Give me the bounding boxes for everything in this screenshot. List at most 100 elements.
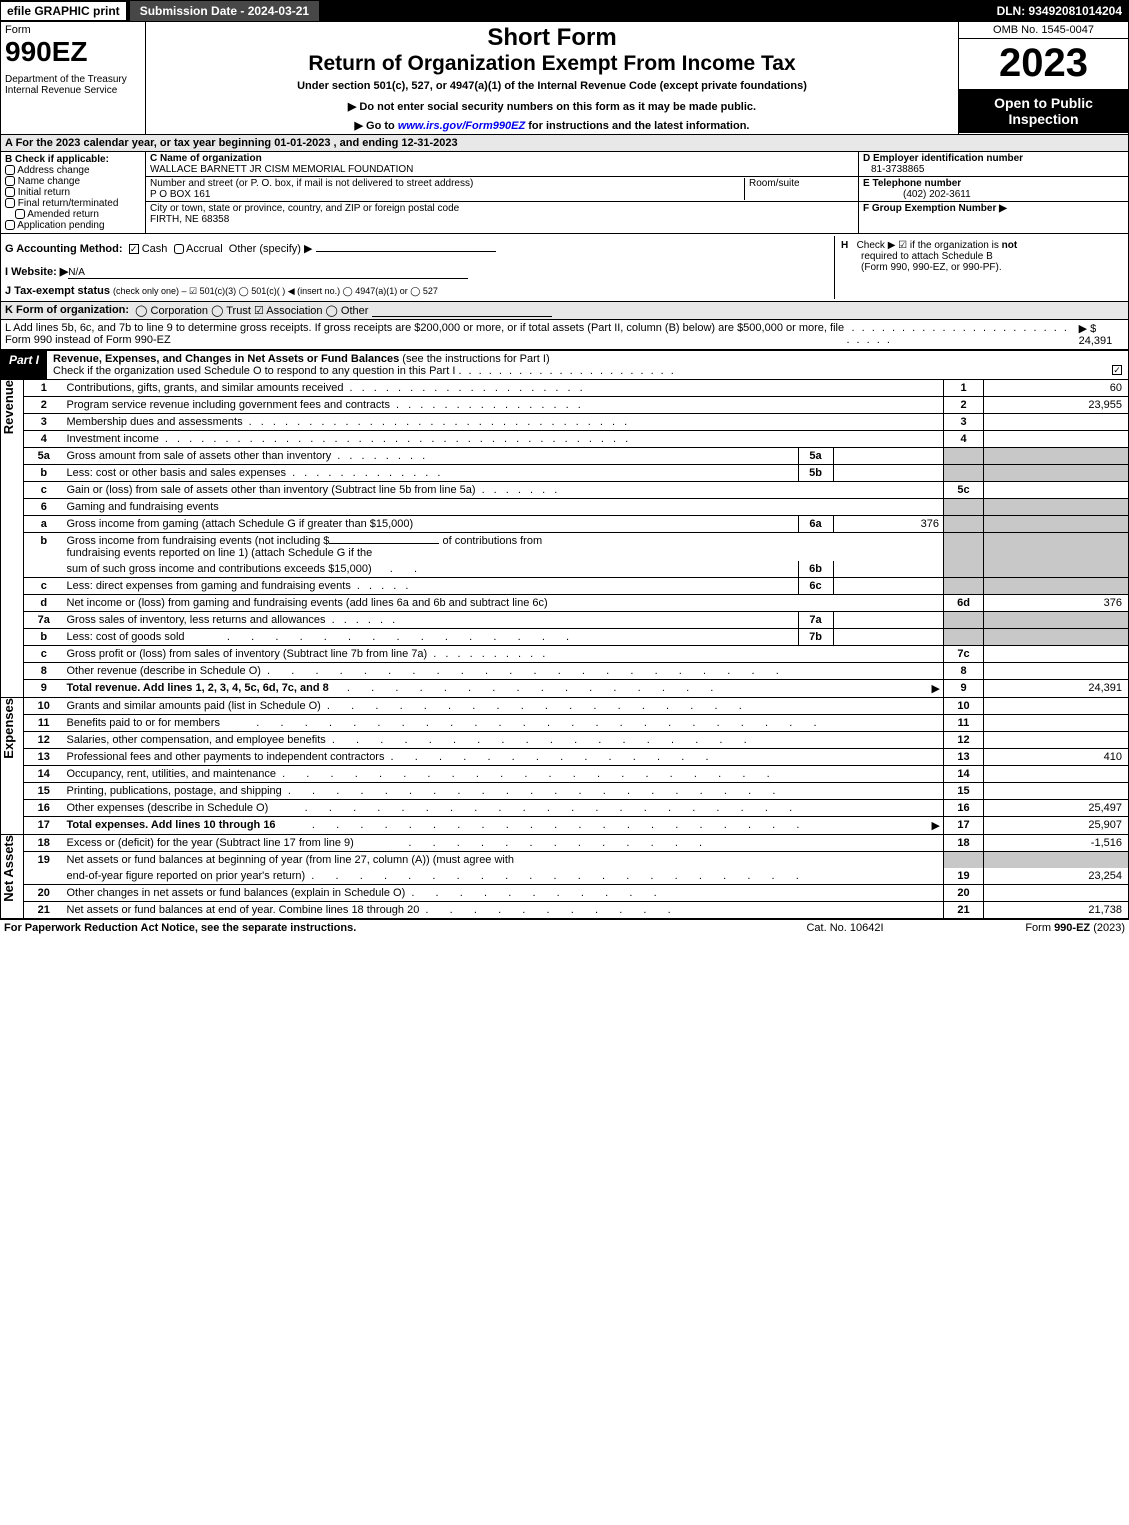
pending-label: Application pending <box>17 220 104 231</box>
line-6c-text: Less: direct expenses from gaming and fu… <box>67 580 351 592</box>
final-return-checkbox[interactable] <box>5 198 15 208</box>
irs-link[interactable]: www.irs.gov/Form990EZ <box>398 120 525 132</box>
line-20-amt <box>984 885 1129 902</box>
name-change-label: Name change <box>18 176 80 187</box>
line-18-amt: -1,516 <box>984 835 1129 852</box>
org-name: WALLACE BARNETT JR CISM MEMORIAL FOUNDAT… <box>150 164 413 175</box>
efile-print-button[interactable]: efile GRAPHIC print <box>1 2 126 20</box>
short-form-title: Short Form <box>150 24 954 52</box>
line-5a-subval <box>833 448 943 464</box>
room-label: Room/suite <box>749 178 800 189</box>
street-label: Number and street (or P. O. box, if mail… <box>150 178 473 189</box>
cash-label: Cash <box>142 243 168 255</box>
line-6d-text: Net income or (loss) from gaming and fun… <box>64 595 944 612</box>
form-number: 990EZ <box>5 36 141 68</box>
line-11-text: Benefits paid to or for members <box>67 717 220 729</box>
line-15-text: Printing, publications, postage, and shi… <box>67 785 282 797</box>
section-bcde: B Check if applicable: Address change Na… <box>0 152 1129 234</box>
line-5c-amt <box>984 482 1129 499</box>
e-label: E Telephone number <box>863 178 961 189</box>
top-bar: efile GRAPHIC print Submission Date - 20… <box>0 0 1129 22</box>
line-11-amt <box>984 715 1129 732</box>
line-7b-subval <box>833 629 943 645</box>
k-opts: ◯ Corporation ◯ Trust ☑ Association ◯ Ot… <box>135 304 368 317</box>
netassets-section-label: Net Assets <box>1 835 23 902</box>
line-7a-text: Gross sales of inventory, less returns a… <box>67 614 326 626</box>
amended-label: Amended return <box>27 209 99 220</box>
f-label: F Group Exemption Number ▶ <box>863 203 1007 214</box>
line-6b-input[interactable] <box>329 543 439 544</box>
footer-left: For Paperwork Reduction Act Notice, see … <box>4 922 745 934</box>
d-label: D Employer identification number <box>863 153 1023 164</box>
part-1-title: Revenue, Expenses, and Changes in Net As… <box>53 353 399 365</box>
arrow-icon: ▶ <box>932 682 940 695</box>
line-8-text: Other revenue (describe in Schedule O) <box>67 665 261 677</box>
initial-return-checkbox[interactable] <box>5 187 15 197</box>
line-16-text: Other expenses (describe in Schedule O) <box>67 802 269 814</box>
goto-note: ▶ Go to www.irs.gov/Form990EZ for instru… <box>150 119 954 132</box>
h-text3: (Form 990, 990-EZ, or 990-PF). <box>841 262 1002 273</box>
line-4-text: Investment income <box>67 433 159 445</box>
h-label: H <box>841 240 848 251</box>
h-not: not <box>1002 240 1018 251</box>
revenue-section-label: Revenue <box>1 380 23 434</box>
pending-checkbox[interactable] <box>5 220 15 230</box>
under-section: Under section 501(c), 527, or 4947(a)(1)… <box>150 80 954 92</box>
lines-table: Revenue 1Contributions, gifts, grants, a… <box>0 380 1129 919</box>
line-12-text: Salaries, other compensation, and employ… <box>67 734 326 746</box>
line-2-amt: 23,955 <box>984 397 1129 414</box>
main-title: Return of Organization Exempt From Incom… <box>150 52 954 76</box>
p1-dots: . . . . . . . . . . . . . . . . . . . . … <box>458 365 675 377</box>
addr-change-checkbox[interactable] <box>5 165 15 175</box>
j-label: J Tax-exempt status <box>5 285 110 297</box>
cash-checkbox[interactable]: ✓ <box>129 244 139 254</box>
line-20-text: Other changes in net assets or fund bala… <box>67 887 406 899</box>
line-6d-amt: 376 <box>984 595 1129 612</box>
line-6b-subval <box>833 561 943 577</box>
part-1-check: Check if the organization used Schedule … <box>53 365 455 377</box>
line-21-amt: 21,738 <box>984 902 1129 919</box>
line-7c-text: Gross profit or (loss) from sales of inv… <box>67 648 428 660</box>
line-18-text: Excess or (deficit) for the year (Subtra… <box>67 837 354 849</box>
amended-checkbox[interactable] <box>15 209 25 219</box>
line-19-amt: 23,254 <box>984 868 1129 885</box>
line-13-amt: 410 <box>984 749 1129 766</box>
line-2-text: Program service revenue including govern… <box>67 399 390 411</box>
l-dots: . . . . . . . . . . . . . . . . . . . . … <box>846 322 1078 347</box>
part-1-header: Part I Revenue, Expenses, and Changes in… <box>0 350 1129 380</box>
line-6c-sub: 6c <box>798 578 833 594</box>
l-text: L Add lines 5b, 6c, and 7b to line 9 to … <box>5 322 846 347</box>
phone-value: (402) 202-3611 <box>863 189 971 200</box>
submission-date-button[interactable]: Submission Date - 2024-03-21 <box>130 1 319 21</box>
line-7b-sub: 7b <box>798 629 833 645</box>
line-5b-text: Less: cost or other basis and sales expe… <box>67 467 287 479</box>
form-header: Form 990EZ Department of the Treasury In… <box>0 22 1129 135</box>
line-21-text: Net assets or fund balances at end of ye… <box>67 904 420 916</box>
other-specify-input[interactable] <box>316 251 496 252</box>
line-5a-text: Gross amount from sale of assets other t… <box>67 450 332 462</box>
g-label: G Accounting Method: <box>5 243 123 255</box>
section-a: A For the 2023 calendar year, or tax yea… <box>0 135 1129 152</box>
line-19-t2: end-of-year figure reported on prior yea… <box>67 870 306 882</box>
k-other-input[interactable] <box>372 304 552 317</box>
line-5b-sub: 5b <box>798 465 833 481</box>
arrow-icon-2: ▶ <box>932 819 940 832</box>
city-value: FIRTH, NE 68358 <box>150 214 229 225</box>
schedule-o-checkbox[interactable]: ✓ <box>1112 365 1122 375</box>
name-change-checkbox[interactable] <box>5 176 15 186</box>
line-6a-text: Gross income from gaming (attach Schedul… <box>67 518 414 530</box>
line-6-text: Gaming and fundraising events <box>64 499 944 516</box>
k-label: K Form of organization: <box>5 304 129 317</box>
line-5c-text: Gain or (loss) from sale of assets other… <box>67 484 476 496</box>
line-7a-subval <box>833 612 943 628</box>
ssn-note: ▶ Do not enter social security numbers o… <box>150 100 954 113</box>
part-1-inst: (see the instructions for Part I) <box>402 353 549 365</box>
accrual-checkbox[interactable] <box>174 244 184 254</box>
ein-value: 81-3738865 <box>863 164 924 175</box>
page-footer: For Paperwork Reduction Act Notice, see … <box>0 919 1129 936</box>
line-1-text: Contributions, gifts, grants, and simila… <box>67 382 344 394</box>
dln-label: DLN: 93492081014204 <box>997 4 1128 18</box>
part-1-label: Part I <box>1 351 47 379</box>
line-7a-sub: 7a <box>798 612 833 628</box>
footer-mid: Cat. No. 10642I <box>745 922 945 934</box>
